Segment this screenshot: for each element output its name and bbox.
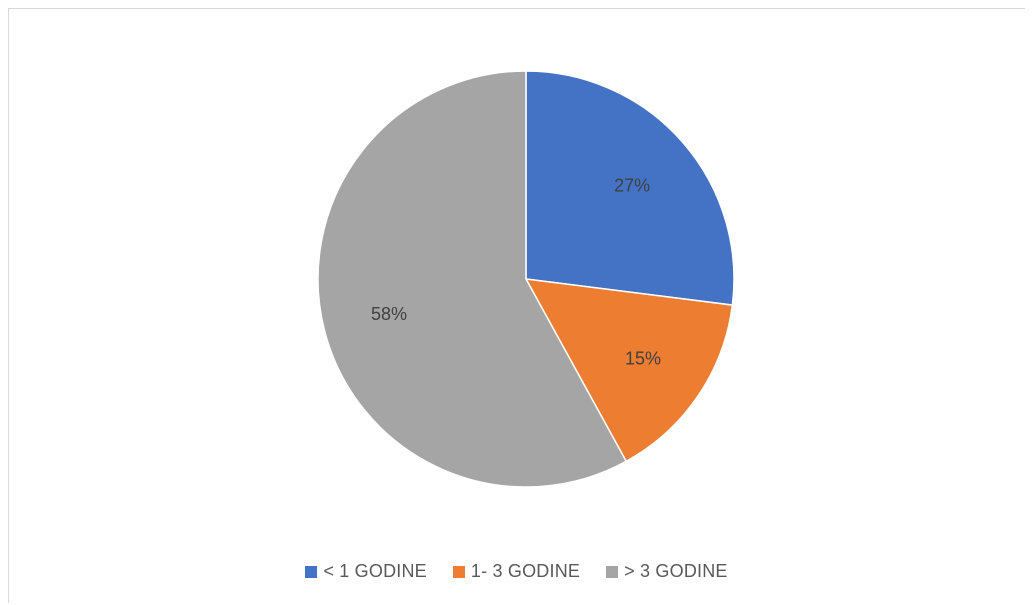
- legend-label-2: 1- 3 GODINE: [470, 561, 581, 581]
- legend-swatch-1: [305, 565, 318, 578]
- legend-swatch-3: [606, 565, 619, 578]
- legend-item-2: 1- 3 GODINE: [452, 561, 581, 582]
- slice-label-1: 27%: [614, 175, 650, 195]
- legend-item-1: < 1 GODINE: [305, 561, 427, 582]
- legend: < 1 GODINE 1- 3 GODINE > 3 GODINE: [0, 561, 1033, 582]
- pie-slice-1: [525, 70, 735, 306]
- legend-label-3: > 3 GODINE: [624, 561, 728, 581]
- legend-swatch-2: [452, 565, 465, 578]
- legend-label-1: < 1 GODINE: [323, 561, 427, 581]
- slice-label-2: 15%: [625, 349, 661, 369]
- pie-slice-2: [524, 278, 734, 463]
- slice-label-3: 58%: [371, 304, 407, 324]
- pie-slice-3: [317, 70, 628, 488]
- legend-item-3: > 3 GODINE: [606, 561, 728, 582]
